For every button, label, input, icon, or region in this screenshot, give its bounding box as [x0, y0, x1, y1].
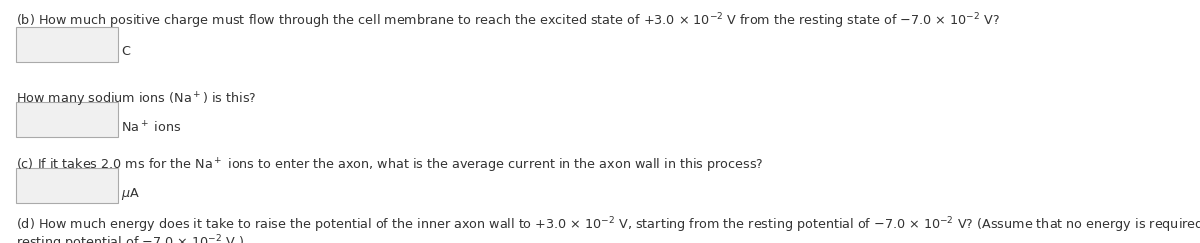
Text: C: C — [121, 45, 130, 58]
Text: How many sodium ions (Na$^+$) is this?: How many sodium ions (Na$^+$) is this? — [16, 91, 256, 109]
Text: $\mu$A: $\mu$A — [121, 186, 140, 202]
FancyBboxPatch shape — [16, 168, 118, 203]
Text: (c) If it takes 2.0 ms for the Na$^+$ ions to enter the axon, what is the averag: (c) If it takes 2.0 ms for the Na$^+$ io… — [16, 157, 763, 175]
Text: resting potential of $-$7.0 $\times$ 10$^{-2}$ V.): resting potential of $-$7.0 $\times$ 10$… — [16, 233, 244, 243]
FancyBboxPatch shape — [16, 102, 118, 137]
Text: Na$^+$ ions: Na$^+$ ions — [121, 120, 181, 136]
Text: (b) How much positive charge must flow through the cell membrane to reach the ex: (b) How much positive charge must flow t… — [16, 11, 1000, 31]
Text: (d) How much energy does it take to raise the potential of the inner axon wall t: (d) How much energy does it take to rais… — [16, 215, 1200, 235]
FancyBboxPatch shape — [16, 27, 118, 62]
